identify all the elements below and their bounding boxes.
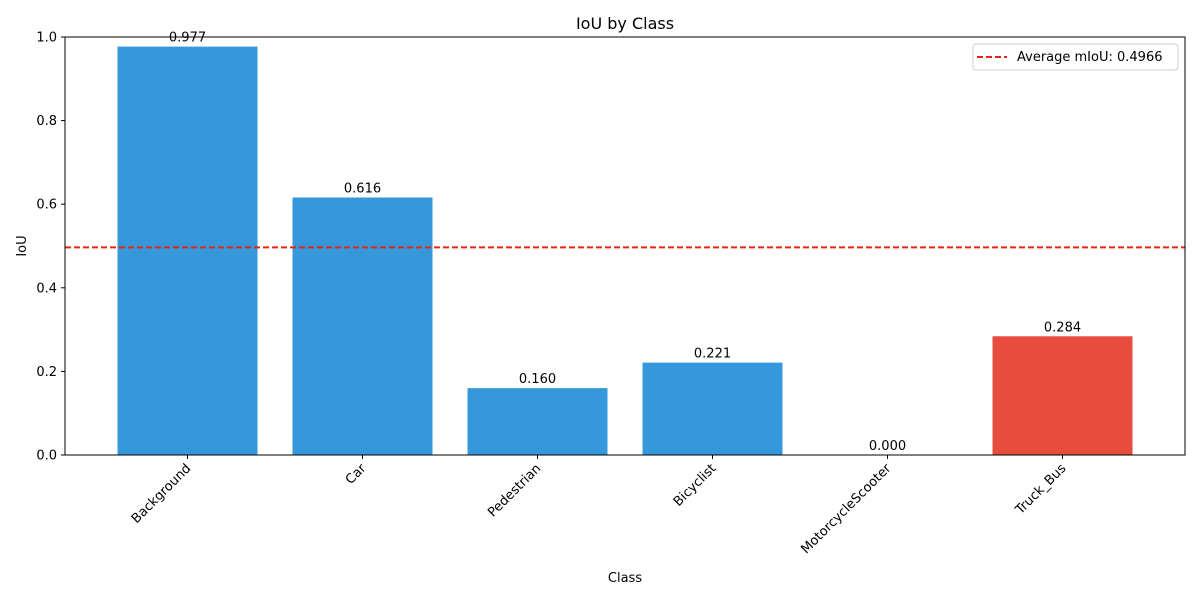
y-tick-label: 0.0 xyxy=(36,449,57,464)
bar-background xyxy=(117,46,258,455)
legend-box xyxy=(972,43,1179,71)
x-axis-title: Class xyxy=(608,571,642,586)
data-label: 0.977 xyxy=(169,31,206,46)
y-tick-label: 0.2 xyxy=(36,365,57,380)
data-label: 0.616 xyxy=(344,182,381,197)
bar-pedestrian xyxy=(467,388,608,455)
y-tick-label: 0.4 xyxy=(36,281,57,296)
y-tick-label: 0.8 xyxy=(36,114,57,129)
y-axis-title: IoU xyxy=(15,235,30,256)
y-tick-label: 0.6 xyxy=(36,198,57,213)
bar-car xyxy=(292,197,433,455)
y-tick-label: 1.0 xyxy=(36,31,57,46)
x-tick-label: Background xyxy=(129,461,194,526)
x-tick-label: Truck_Bus xyxy=(1012,461,1069,518)
bar-bicyclist xyxy=(642,362,783,455)
data-labels-layer: 0.977 0.616 0.160 0.221 0.000 0.284 xyxy=(169,31,1081,454)
plot-frame xyxy=(64,36,1186,456)
x-tick-label: MotorcycleScooter xyxy=(798,461,894,557)
bars-layer xyxy=(117,46,1133,455)
data-label: 0.221 xyxy=(694,347,731,362)
legend: Average mIoU: 0.4966 xyxy=(972,43,1179,71)
data-label: 0.000 xyxy=(869,439,906,454)
x-tick-label: Pedestrian xyxy=(485,461,544,520)
data-label: 0.160 xyxy=(519,372,556,387)
bar-truck-bus xyxy=(992,336,1133,455)
chart-title: IoU by Class xyxy=(576,14,674,33)
x-tick-label: Car xyxy=(343,461,370,488)
legend-label: Average mIoU: 0.4966 xyxy=(1017,50,1162,65)
data-label: 0.284 xyxy=(1044,320,1081,335)
x-tick-label: Bicyclist xyxy=(671,461,720,510)
